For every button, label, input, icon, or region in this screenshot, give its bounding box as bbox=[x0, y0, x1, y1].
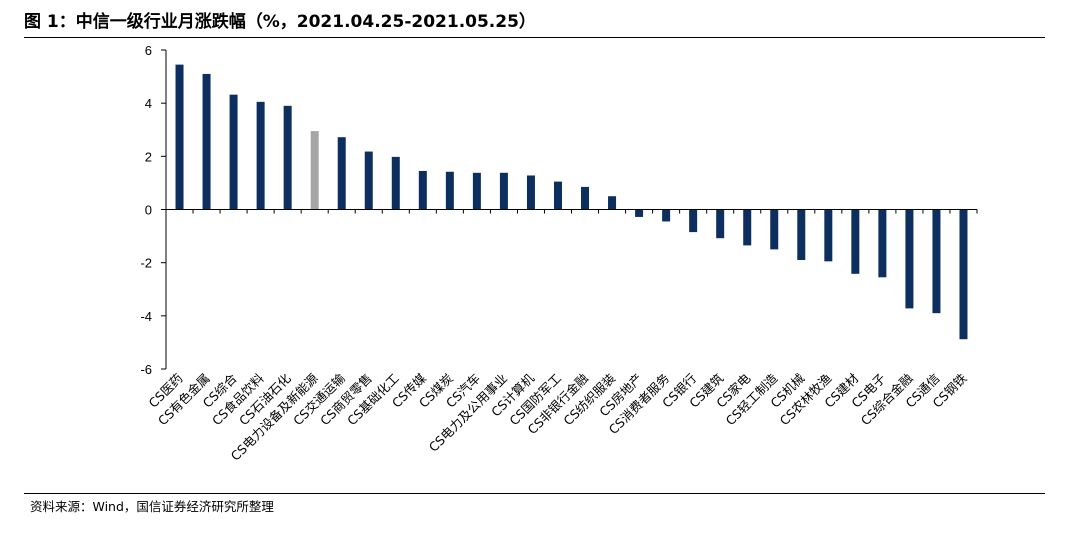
y-tick-label: -6 bbox=[140, 362, 152, 377]
top-rule bbox=[24, 37, 1045, 38]
bar bbox=[932, 209, 941, 314]
bar bbox=[959, 209, 968, 340]
bar bbox=[608, 196, 617, 210]
bar bbox=[905, 209, 914, 309]
bars bbox=[175, 64, 968, 340]
x-axis-labels: CS医药CS有色金属CS综合CS食品饮料CS石油石化CS电力设备及新能源CS交通… bbox=[146, 370, 970, 463]
bar bbox=[662, 209, 671, 222]
bar bbox=[472, 172, 481, 210]
bar bbox=[337, 137, 346, 210]
chart-title: 图 1：中信一级行业月涨跌幅（%，2021.04.25-2021.05.25） bbox=[24, 12, 536, 32]
bar-chart: 6 4 2 0 -2 -4 -6 CS医药CS有色金属CS综合CS食品饮料CS石油石化CS电… bbox=[140, 43, 978, 464]
bar bbox=[526, 175, 535, 210]
y-tick-label: 6 bbox=[145, 43, 152, 58]
bar bbox=[743, 209, 752, 246]
bar bbox=[310, 131, 319, 210]
bar bbox=[716, 209, 725, 239]
bar bbox=[229, 94, 238, 210]
bar bbox=[797, 209, 806, 261]
bar bbox=[391, 156, 400, 210]
bar bbox=[499, 172, 508, 210]
y-tick-label: 0 bbox=[145, 203, 152, 218]
bar bbox=[878, 209, 887, 278]
bar bbox=[256, 101, 265, 210]
bar bbox=[770, 209, 779, 250]
bar bbox=[635, 209, 644, 217]
bar bbox=[175, 64, 184, 210]
y-axis: 6 4 2 0 -2 -4 -6 bbox=[140, 43, 167, 377]
y-tick-label: 4 bbox=[145, 96, 152, 111]
bar bbox=[202, 73, 211, 210]
y-tick-label: -4 bbox=[140, 309, 152, 324]
bar bbox=[851, 209, 860, 274]
y-tick-label: -2 bbox=[140, 256, 152, 271]
bar bbox=[553, 181, 562, 210]
y-tick-label: 2 bbox=[145, 149, 152, 164]
bar bbox=[824, 209, 833, 262]
x-axis bbox=[165, 209, 978, 214]
bar bbox=[418, 170, 427, 210]
bar bbox=[689, 209, 698, 233]
bar bbox=[445, 171, 454, 210]
bar bbox=[581, 186, 590, 210]
bar bbox=[364, 151, 373, 210]
bottom-rule bbox=[24, 493, 1045, 494]
source-note: 资料来源：Wind，国信证券经济研究所整理 bbox=[30, 499, 274, 514]
bar bbox=[283, 105, 292, 210]
